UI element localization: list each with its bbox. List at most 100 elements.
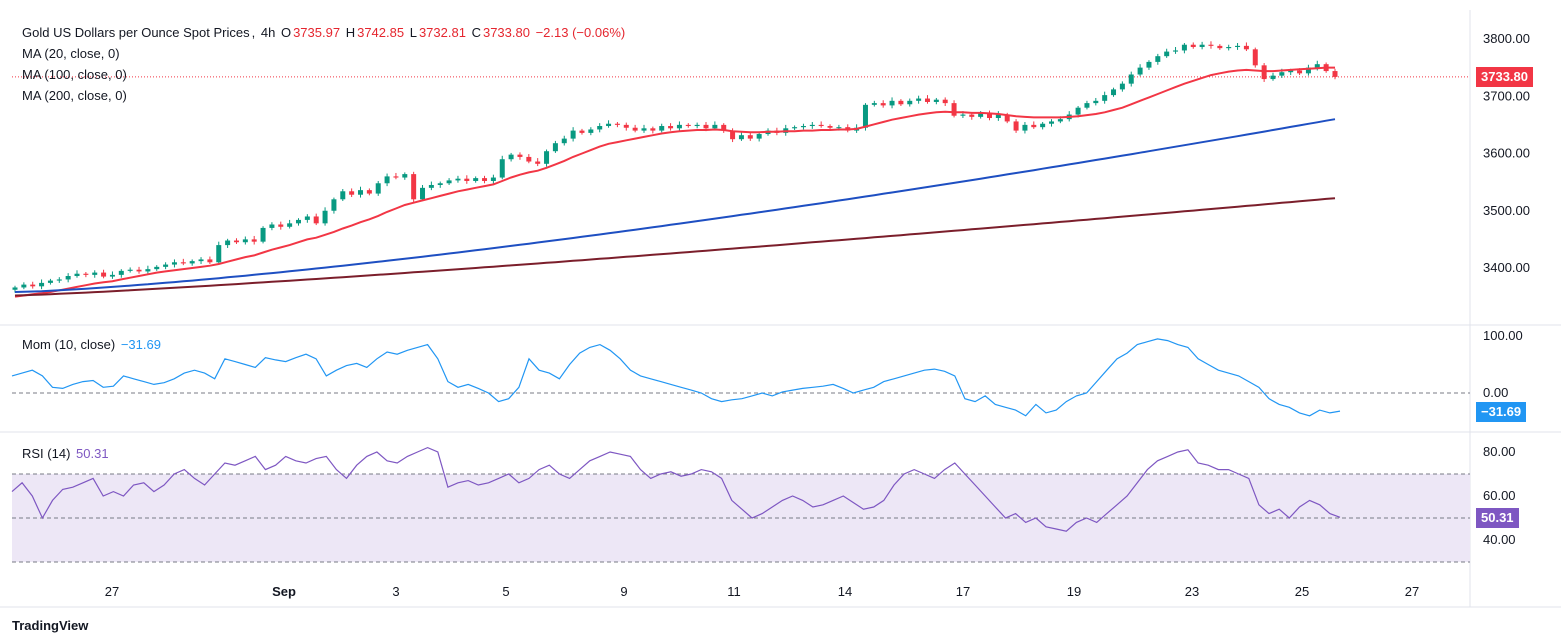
candle: [251, 235, 257, 245]
candle-body: [544, 151, 550, 164]
time-tick-label: 23: [1185, 584, 1199, 599]
candle: [614, 122, 620, 128]
candle-body: [650, 128, 656, 131]
legend-ma100[interactable]: MA (100, close, 0): [22, 67, 127, 82]
candle-body: [526, 156, 532, 162]
candle: [154, 265, 160, 271]
candle: [552, 140, 558, 153]
candle: [1181, 43, 1187, 54]
candle-body: [676, 124, 682, 129]
candle: [278, 221, 284, 230]
time-tick-label: 27: [1405, 584, 1419, 599]
candle: [180, 258, 186, 266]
candle: [92, 270, 98, 278]
rsi-legend[interactable]: RSI (14) 50.31: [22, 446, 111, 462]
candle: [1128, 71, 1134, 87]
candle-body: [47, 280, 53, 283]
candle-body: [269, 224, 275, 228]
candle: [109, 271, 115, 279]
candle: [375, 180, 381, 196]
time-tick-label: 25: [1295, 584, 1309, 599]
candle: [287, 219, 293, 229]
candle-body: [207, 259, 213, 263]
candle: [1252, 47, 1258, 68]
candle: [1332, 68, 1338, 80]
candle-body: [56, 279, 62, 281]
rsi-tick-label: 40.00: [1483, 532, 1516, 547]
candle-body: [1243, 45, 1249, 50]
candle-body: [482, 178, 488, 181]
candle: [242, 236, 248, 245]
candle: [1084, 100, 1090, 110]
rsi-line: [11, 446, 1341, 532]
candle-body: [995, 114, 1001, 119]
candle-body: [1173, 50, 1179, 52]
candle-body: [1288, 70, 1294, 73]
candle: [792, 125, 798, 131]
candle: [1137, 64, 1143, 77]
mom-legend-value: −31.69: [120, 337, 161, 352]
candle-body: [907, 100, 913, 105]
legend-ma20[interactable]: MA (20, close, 0): [22, 46, 120, 61]
candle: [535, 158, 541, 167]
candle: [225, 238, 231, 248]
candle: [809, 122, 815, 129]
moving-averages-layer: [14, 66, 1336, 298]
candle: [818, 121, 824, 128]
grid-layer: [0, 10, 1561, 608]
mom-legend[interactable]: Mom (10, close) −31.69: [22, 337, 163, 353]
candle-body: [1235, 45, 1241, 48]
candle-body: [623, 124, 629, 128]
symbol-title: Gold US Dollars per Ounce Spot Prices: [22, 25, 250, 40]
candle: [924, 95, 930, 104]
candle-body: [889, 100, 895, 106]
candle: [163, 262, 169, 270]
candle: [916, 95, 922, 104]
change-value: −2.13 (−0.06%): [535, 25, 626, 40]
candle: [1031, 121, 1037, 129]
candle-body: [1111, 89, 1117, 96]
candle-body: [233, 240, 239, 243]
candle: [1146, 60, 1152, 70]
candle: [393, 172, 399, 180]
tradingview-logo[interactable]: TradingView: [12, 618, 88, 633]
candle: [738, 132, 744, 141]
candle: [1093, 97, 1099, 106]
candle-body: [136, 269, 142, 272]
candle-body: [969, 114, 975, 117]
candle-body: [358, 190, 364, 195]
candles-layer: [12, 41, 1338, 293]
candle: [455, 175, 461, 183]
rsi-label: RSI (14): [22, 446, 71, 461]
rsi-legend-value: 50.31: [76, 446, 109, 461]
candle-body: [836, 127, 842, 129]
candle: [1190, 42, 1196, 49]
candle-body: [101, 272, 107, 277]
candle: [570, 127, 576, 142]
candle: [366, 188, 372, 196]
candle-body: [464, 178, 470, 181]
price-badge: 3733.80: [1476, 67, 1533, 87]
candle: [951, 100, 957, 118]
candle: [198, 257, 204, 264]
price-tick-label: 3800.00: [1483, 31, 1530, 46]
mom-tick-label: 0.00: [1483, 385, 1508, 400]
candle-body: [411, 174, 417, 200]
candle: [127, 267, 133, 273]
price-tick-label: 3500.00: [1483, 203, 1530, 218]
candle: [1261, 63, 1267, 82]
candle-body: [747, 135, 753, 139]
candle: [650, 126, 656, 134]
candle: [871, 100, 877, 107]
candle-body: [39, 282, 45, 287]
high-value: 3742.85: [357, 25, 405, 40]
candle-body: [420, 187, 426, 200]
candle-body: [685, 124, 691, 127]
candle: [1049, 119, 1055, 127]
candle: [561, 135, 567, 146]
candle: [402, 172, 408, 180]
candle-body: [1155, 56, 1161, 62]
time-tick-label: 17: [956, 584, 970, 599]
legend-ma200[interactable]: MA (200, close, 0): [22, 88, 127, 103]
